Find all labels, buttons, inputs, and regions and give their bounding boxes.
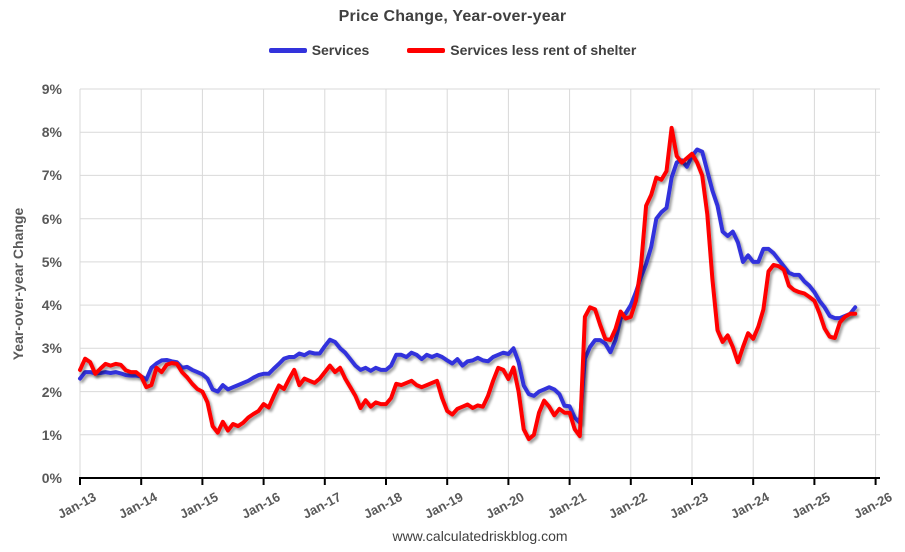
data-series [78,125,858,442]
y-tick-label: 1% [41,426,62,443]
x-axis [79,477,880,485]
legend-label-services: Services [311,42,370,58]
line-series-services-less-rent-of-shelter [78,125,858,442]
gridlines [79,88,880,478]
y-tick-label: 3% [41,340,62,357]
y-tick-label: 6% [41,210,62,227]
legend-label-services-less-shelter: Services less rent of shelter [450,42,637,58]
legend-item-services-less-shelter: Services less rent of shelter [407,42,636,58]
y-tick-label: 7% [41,167,62,184]
y-tick-label: 8% [41,124,62,141]
y-tick-label: 4% [41,297,62,314]
legend-item-services: Services [268,42,370,58]
services-line-swatch [268,47,307,53]
services-less-shelter-line-swatch [407,47,446,53]
source-url: www.calculatedriskblog.com [392,528,568,544]
y-tick-label: 5% [41,253,62,270]
chart-title: Price Change, Year-over-year [338,8,567,25]
y-tick-label: 2% [41,383,62,400]
line-series-services [78,147,858,425]
y-tick-label: 0% [41,470,62,486]
chart-legend: Services Services less rent of shelter [0,42,905,58]
y-tick-label: 9% [41,81,62,97]
